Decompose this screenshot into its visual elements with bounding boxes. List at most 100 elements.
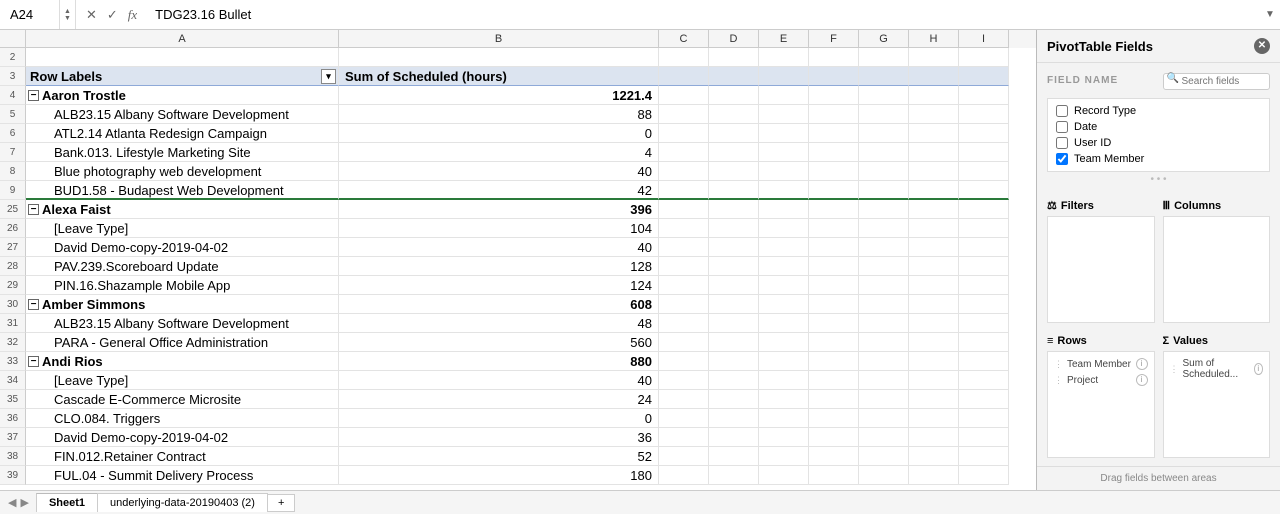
- cell[interactable]: [959, 295, 1009, 314]
- col-header-E[interactable]: E: [759, 30, 809, 48]
- cell[interactable]: [709, 314, 759, 333]
- cell[interactable]: [709, 124, 759, 143]
- col-header-F[interactable]: F: [809, 30, 859, 48]
- cell-label[interactable]: BUD1.58 - Budapest Web Development: [26, 181, 339, 200]
- cell-label[interactable]: ALB23.15 Albany Software Development: [26, 314, 339, 333]
- cell[interactable]: [809, 333, 859, 352]
- columns-area[interactable]: [1163, 216, 1271, 323]
- field-item[interactable]: Record Type: [1048, 103, 1269, 119]
- field-checkbox[interactable]: [1056, 153, 1068, 165]
- field-item[interactable]: Date: [1048, 119, 1269, 135]
- cell-value[interactable]: 0: [339, 409, 659, 428]
- step-up-icon[interactable]: ▲: [64, 8, 71, 15]
- cell-value[interactable]: 396: [339, 200, 659, 219]
- cell[interactable]: [659, 447, 709, 466]
- col-header-B[interactable]: B: [339, 30, 659, 48]
- cell[interactable]: [959, 67, 1009, 86]
- cell-label[interactable]: [Leave Type]: [26, 219, 339, 238]
- cell-label[interactable]: David Demo-copy-2019-04-02: [26, 238, 339, 257]
- row-header[interactable]: 39: [0, 466, 26, 485]
- collapse-icon[interactable]: −: [28, 299, 39, 310]
- cell[interactable]: [709, 276, 759, 295]
- cell[interactable]: [759, 105, 809, 124]
- formula-input[interactable]: TDG23.16 Bullet: [147, 0, 1260, 29]
- cell-value[interactable]: 124: [339, 276, 659, 295]
- cell[interactable]: [859, 143, 909, 162]
- cell[interactable]: [909, 181, 959, 200]
- cell[interactable]: [759, 314, 809, 333]
- cell-value[interactable]: 36: [339, 428, 659, 447]
- cell[interactable]: [909, 371, 959, 390]
- filter-dropdown-icon[interactable]: ▾: [321, 69, 336, 84]
- cell[interactable]: [809, 124, 859, 143]
- cell[interactable]: [809, 162, 859, 181]
- cell[interactable]: [959, 390, 1009, 409]
- cell-value[interactable]: 608: [339, 295, 659, 314]
- cell-value[interactable]: 24: [339, 390, 659, 409]
- sheet-prev-icon[interactable]: ◀: [8, 496, 16, 509]
- cell[interactable]: [709, 409, 759, 428]
- cell-label[interactable]: Bank.013. Lifestyle Marketing Site: [26, 143, 339, 162]
- cell-label[interactable]: PAV.239.Scoreboard Update: [26, 257, 339, 276]
- cell[interactable]: [659, 466, 709, 485]
- grip-icon[interactable]: ⋮: [1054, 375, 1063, 386]
- row-header[interactable]: 31: [0, 314, 26, 333]
- field-item[interactable]: Team Member: [1048, 151, 1269, 167]
- cell[interactable]: [959, 409, 1009, 428]
- values-area[interactable]: ⋮Sum of Scheduled...i: [1163, 351, 1271, 458]
- row-header[interactable]: 28: [0, 257, 26, 276]
- cell[interactable]: [759, 371, 809, 390]
- cell[interactable]: [709, 238, 759, 257]
- row-header[interactable]: 26: [0, 219, 26, 238]
- accept-icon[interactable]: ✓: [107, 7, 118, 23]
- collapse-icon[interactable]: −: [28, 204, 39, 215]
- cell[interactable]: [659, 371, 709, 390]
- row-header[interactable]: 9: [0, 181, 26, 200]
- cell[interactable]: [859, 447, 909, 466]
- cell[interactable]: [909, 295, 959, 314]
- cell-value[interactable]: 0: [339, 124, 659, 143]
- cell[interactable]: [809, 67, 859, 86]
- cell[interactable]: [859, 276, 909, 295]
- cell[interactable]: [709, 257, 759, 276]
- row-header[interactable]: 3: [0, 67, 26, 86]
- cell[interactable]: [809, 219, 859, 238]
- cell[interactable]: [959, 181, 1009, 200]
- pivot-row-labels-header[interactable]: Row Labels▾: [26, 67, 339, 86]
- cell[interactable]: [709, 447, 759, 466]
- cell[interactable]: [859, 371, 909, 390]
- cell-value[interactable]: 40: [339, 162, 659, 181]
- cell[interactable]: [959, 143, 1009, 162]
- cell[interactable]: [659, 352, 709, 371]
- rows-area[interactable]: ⋮Team Memberi⋮Projecti: [1047, 351, 1155, 458]
- cell-value[interactable]: 42: [339, 181, 659, 200]
- cell[interactable]: [659, 314, 709, 333]
- cell[interactable]: [809, 409, 859, 428]
- cell-value[interactable]: 104: [339, 219, 659, 238]
- cell[interactable]: [759, 67, 809, 86]
- cell[interactable]: [659, 390, 709, 409]
- row-header[interactable]: 25: [0, 200, 26, 219]
- cell-value[interactable]: 40: [339, 371, 659, 390]
- cell[interactable]: [909, 314, 959, 333]
- info-icon[interactable]: i: [1136, 358, 1148, 370]
- cell[interactable]: [659, 124, 709, 143]
- cell[interactable]: [909, 409, 959, 428]
- cell[interactable]: [659, 143, 709, 162]
- sheet-tab-active[interactable]: Sheet1: [36, 493, 98, 512]
- cell[interactable]: [26, 48, 339, 67]
- cell[interactable]: [709, 67, 759, 86]
- collapse-icon[interactable]: −: [28, 356, 39, 367]
- cell[interactable]: [709, 105, 759, 124]
- cell[interactable]: [659, 409, 709, 428]
- row-header[interactable]: 34: [0, 371, 26, 390]
- cell[interactable]: [709, 48, 759, 67]
- cell-label[interactable]: Blue photography web development: [26, 162, 339, 181]
- cell[interactable]: [809, 238, 859, 257]
- cell-label[interactable]: [Leave Type]: [26, 371, 339, 390]
- cell[interactable]: [709, 162, 759, 181]
- cell[interactable]: [909, 428, 959, 447]
- col-header-D[interactable]: D: [709, 30, 759, 48]
- cell[interactable]: [759, 48, 809, 67]
- info-icon[interactable]: i: [1254, 363, 1263, 375]
